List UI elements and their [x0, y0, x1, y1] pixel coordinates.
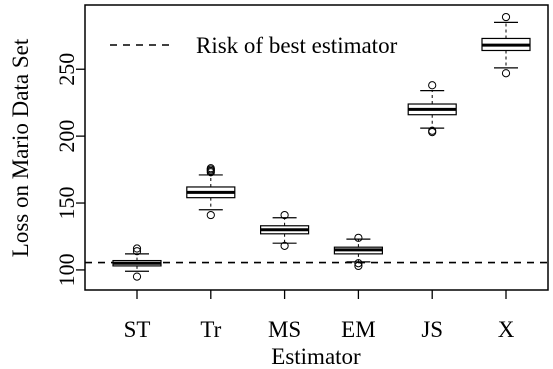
- y-axis: 100 150 200 250: [54, 53, 85, 286]
- x-tick-label: JS: [421, 317, 443, 342]
- y-tick-label: 150: [54, 187, 79, 220]
- y-axis-label: Loss on Mario Data Set: [8, 38, 33, 257]
- x-tick-label: X: [498, 317, 515, 342]
- y-tick-label: 100: [54, 253, 79, 286]
- boxes: [112, 12, 531, 281]
- boxplot-ms: [260, 210, 310, 250]
- outlier-point: [206, 210, 215, 220]
- x-tick-label: Tr: [200, 317, 221, 342]
- boxplot-st: [112, 244, 162, 281]
- x-tick-label: ST: [124, 317, 151, 342]
- x-axis-label: Estimator: [271, 344, 361, 369]
- boxplot-tr: [186, 164, 236, 220]
- legend-label: Risk of best estimator: [196, 33, 398, 58]
- outlier-point: [428, 126, 437, 135]
- outlier-point: [132, 272, 142, 281]
- outlier-point: [354, 259, 363, 268]
- outlier-point: [501, 12, 511, 22]
- outlier-point: [206, 164, 215, 173]
- outlier-point: [354, 233, 363, 242]
- x-tick-label: EM: [341, 317, 376, 342]
- outlier-point: [280, 241, 289, 250]
- x-axis: ST Tr MS EM JS X: [124, 290, 515, 342]
- y-tick-label: 250: [54, 53, 79, 86]
- outlier-point: [428, 81, 437, 90]
- legend: Risk of best estimator: [110, 33, 398, 58]
- outlier-point: [280, 210, 289, 220]
- boxplot-x: [481, 12, 531, 78]
- outlier-point: [501, 69, 511, 78]
- outlier-point: [132, 244, 142, 253]
- outlier-point: [132, 247, 142, 256]
- outlier-point: [354, 261, 363, 271]
- y-tick-label: 200: [54, 120, 79, 153]
- boxplot-em: [333, 233, 383, 271]
- x-tick-label: MS: [268, 317, 301, 342]
- plot-frame: [84, 4, 549, 291]
- boxplot-js: [407, 81, 457, 137]
